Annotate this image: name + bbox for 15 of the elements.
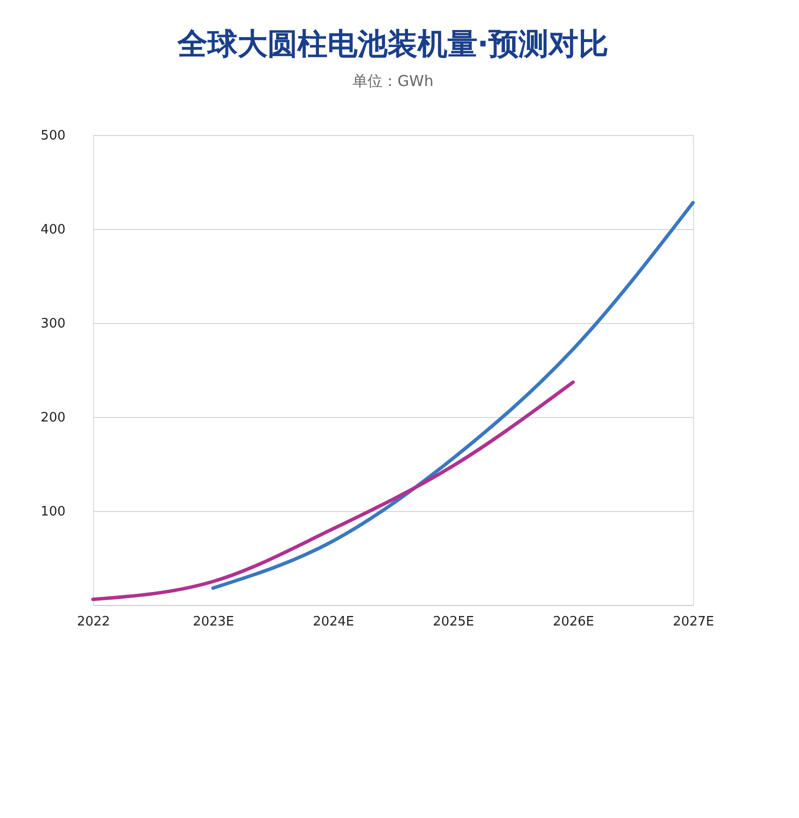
line-series: [211, 200, 695, 590]
y-tick-label: 400: [40, 222, 66, 238]
x-tick-label: 2024E: [312, 614, 354, 630]
line-series: [91, 380, 575, 602]
y-tick-label: 500: [40, 128, 66, 144]
x-tick-label: 2022: [76, 614, 110, 630]
x-tick-label: 2025E: [432, 614, 474, 630]
y-tick-label: 200: [40, 410, 66, 426]
x-tick-label: 2023E: [192, 614, 234, 630]
chart-subtitle: 单位：GWh: [352, 72, 434, 90]
x-tick-label: 2026E: [552, 614, 594, 630]
x-tick-label: 2027E: [672, 614, 714, 630]
y-tick-label: 100: [40, 504, 66, 520]
chart-title: 全球大圆柱电池装机量·预测对比: [176, 27, 609, 62]
y-tick-label: 300: [40, 316, 66, 332]
